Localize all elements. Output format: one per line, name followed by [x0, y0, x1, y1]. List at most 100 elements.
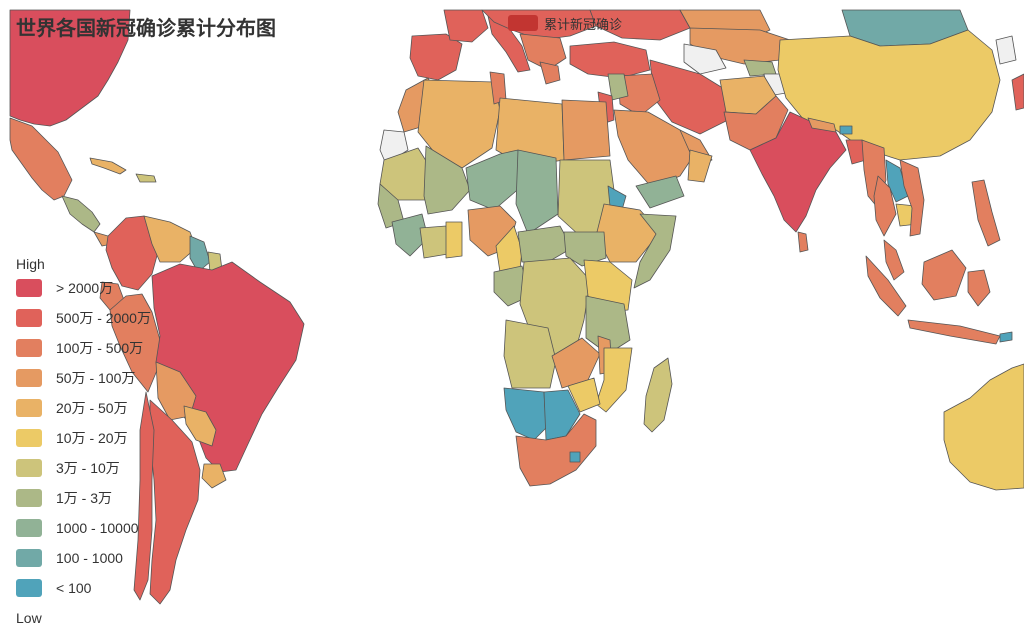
country-thailand[interactable]: [873, 175, 897, 237]
visual-map-piece-swatch[interactable]: [16, 339, 42, 357]
country-syria[interactable]: [607, 73, 629, 101]
country-cameroon[interactable]: [495, 225, 523, 273]
visual-map-piece-label: 3万 - 10万: [56, 460, 120, 476]
country-cuba[interactable]: [89, 157, 127, 175]
country-korea[interactable]: [995, 35, 1017, 65]
country-laos[interactable]: [885, 159, 909, 203]
visual-map-piece-swatch[interactable]: [16, 459, 42, 477]
country-angola[interactable]: [503, 319, 557, 389]
visual-map-piece[interactable]: 500万 - 2000万: [16, 303, 151, 333]
country-guyana[interactable]: [189, 235, 211, 273]
country-tanzania[interactable]: [585, 295, 631, 355]
country-sulawesi[interactable]: [967, 269, 991, 307]
visual-map-piece[interactable]: 20万 - 50万: [16, 393, 151, 423]
visual-map-piece-label: 50万 - 100万: [56, 370, 136, 386]
country-caribbean[interactable]: [135, 173, 157, 183]
country-ivory-coast[interactable]: [419, 225, 449, 259]
visual-map-pieces: > 2000万 500万 - 2000万 100万 - 500万 50万 - 100万…: [16, 273, 151, 603]
country-timor[interactable]: [999, 331, 1013, 343]
country-chad[interactable]: [515, 149, 559, 235]
country-mozambique[interactable]: [595, 347, 633, 413]
country-sri-lanka[interactable]: [797, 231, 809, 253]
country-lesotho[interactable]: [569, 451, 581, 463]
country-philippines[interactable]: [971, 179, 1001, 247]
country-java[interactable]: [907, 319, 1001, 345]
country-yemen[interactable]: [635, 175, 685, 209]
country-vietnam[interactable]: [899, 159, 925, 237]
country-australia[interactable]: [943, 363, 1024, 491]
country-bhutan[interactable]: [839, 125, 853, 135]
country-oman[interactable]: [687, 149, 713, 183]
visual-map-piece[interactable]: > 2000万: [16, 273, 151, 303]
country-mexico[interactable]: [9, 117, 73, 201]
country-malaysia[interactable]: [883, 239, 905, 281]
visual-map-high-text: High: [16, 256, 45, 272]
visual-map-piece[interactable]: 3万 - 10万: [16, 453, 151, 483]
visual-map-piece-label: 100万 - 500万: [56, 340, 144, 356]
visual-map-piece-swatch[interactable]: [16, 429, 42, 447]
country-paraguay[interactable]: [183, 405, 217, 447]
visual-map-low-text: Low: [16, 610, 42, 626]
country-uruguay[interactable]: [201, 463, 227, 489]
series-legend-label[interactable]: 累计新冠确诊: [544, 16, 623, 32]
country-car[interactable]: [517, 225, 573, 263]
country-usa[interactable]: [9, 9, 131, 127]
country-madagascar[interactable]: [643, 357, 673, 433]
country-pakistan[interactable]: [723, 95, 789, 151]
visual-map-piece[interactable]: 10万 - 20万: [16, 423, 151, 453]
country-namibia[interactable]: [503, 387, 547, 441]
country-iraq[interactable]: [617, 73, 661, 117]
country-botswana[interactable]: [543, 389, 581, 441]
visual-map-piece[interactable]: 100万 - 500万: [16, 333, 151, 363]
country-chile[interactable]: [133, 391, 155, 601]
country-ghana[interactable]: [445, 221, 463, 259]
country-guinea-region[interactable]: [391, 213, 429, 257]
visual-map-piece-label: 100 - 1000: [56, 550, 123, 566]
country-balkans[interactable]: [519, 33, 567, 71]
series-legend-swatch[interactable]: [508, 15, 538, 31]
country-spain[interactable]: [409, 33, 463, 81]
country-turkmenistan[interactable]: [683, 43, 727, 75]
country-egypt[interactable]: [561, 99, 611, 161]
visual-map-piece-swatch[interactable]: [16, 279, 42, 297]
country-zambia[interactable]: [551, 337, 601, 389]
page-title: 世界各国新冠确诊累计分布图: [16, 18, 276, 40]
country-borneo[interactable]: [921, 249, 967, 301]
country-south-africa[interactable]: [515, 413, 597, 487]
visual-map-piece[interactable]: 1000 - 10000: [16, 513, 151, 543]
visual-map-piece-swatch[interactable]: [16, 519, 42, 537]
country-zimbabwe[interactable]: [567, 377, 601, 413]
country-somalia[interactable]: [633, 213, 677, 289]
country-japan[interactable]: [1011, 73, 1024, 111]
visual-map-piece-label: > 2000万: [56, 280, 114, 296]
country-saudi-arabia[interactable]: [613, 109, 697, 189]
country-turkey[interactable]: [569, 41, 651, 79]
visual-map-piece-swatch[interactable]: [16, 309, 42, 327]
visual-map-piece[interactable]: 100 - 1000: [16, 543, 151, 573]
visual-map-piece-swatch[interactable]: [16, 549, 42, 567]
visual-map-piece-label: 1000 - 10000: [56, 520, 139, 536]
visual-map-piece[interactable]: 1万 - 3万: [16, 483, 151, 513]
country-colombia[interactable]: [105, 215, 159, 291]
country-indonesia-sumatra[interactable]: [865, 255, 907, 317]
visual-map-piece[interactable]: < 100: [16, 573, 151, 603]
country-nepal[interactable]: [807, 117, 837, 133]
visual-map-piece-label: 10万 - 20万: [56, 430, 128, 446]
country-venezuela[interactable]: [143, 215, 197, 263]
visual-map-piece-label: 1万 - 3万: [56, 490, 113, 506]
country-greece[interactable]: [539, 61, 561, 85]
visual-map-piece-swatch[interactable]: [16, 399, 42, 417]
series-legend[interactable]: 累计新冠确诊: [508, 15, 623, 32]
country-central-america[interactable]: [61, 195, 101, 233]
visual-map-piece[interactable]: 50万 - 100万: [16, 363, 151, 393]
country-mali[interactable]: [423, 145, 471, 215]
country-argentina[interactable]: [149, 399, 201, 605]
visual-map-piece-swatch[interactable]: [16, 369, 42, 387]
country-india[interactable]: [749, 111, 847, 233]
visual-map-piece-swatch[interactable]: [16, 489, 42, 507]
visual-map-piece-swatch[interactable]: [16, 579, 42, 597]
visual-map-piece-label: 20万 - 50万: [56, 400, 128, 416]
visual-map-piece-label: < 100: [56, 580, 92, 596]
country-france[interactable]: [443, 9, 489, 43]
